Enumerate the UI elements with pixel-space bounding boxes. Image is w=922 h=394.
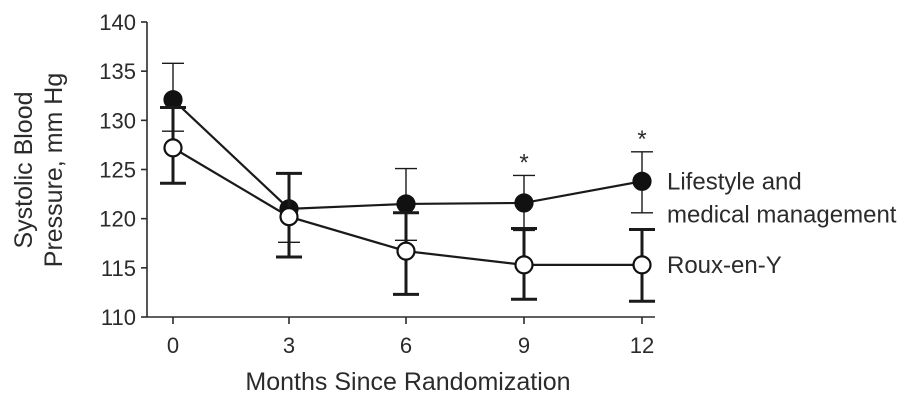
data-point (514, 255, 534, 275)
data-point (514, 193, 534, 213)
data-point (396, 194, 416, 214)
legend-label-lifestyle: medical management (667, 201, 897, 228)
y-tick-label: 130 (99, 108, 136, 133)
legend-label-roux-en-y: Roux-en-Y (667, 252, 782, 279)
data-point (632, 171, 652, 191)
x-tick-label: 3 (283, 333, 295, 358)
series-roux-en-y (160, 106, 655, 303)
x-axis-title: Months Since Randomization (245, 368, 570, 394)
data-point (396, 241, 416, 261)
legend: Lifestyle and medical management Roux-en-Y (667, 168, 897, 279)
significance-asterisk: * (519, 149, 528, 176)
legend-label-lifestyle: Lifestyle and (667, 168, 802, 195)
y-axis-title: Systolic Blood Pressure, mm Hg (10, 73, 68, 267)
y-axis-ticks: 110 115 120 125 130 135 140 (99, 10, 147, 330)
data-point (632, 255, 652, 275)
y-tick-label: 140 (99, 10, 136, 35)
axes (146, 22, 655, 318)
series-line (172, 98, 643, 210)
series-layer (160, 62, 655, 303)
y-tick-label: 125 (99, 158, 136, 183)
y-tick-label: 135 (99, 59, 136, 84)
x-tick-label: 9 (518, 333, 530, 358)
data-point (279, 207, 299, 227)
x-tick-label: 0 (167, 333, 179, 358)
significance-markers: ** (519, 126, 646, 177)
y-axis-title-line: Systolic Blood (10, 91, 38, 248)
data-point (163, 138, 183, 158)
y-axis-title-line: Pressure, mm Hg (40, 73, 68, 267)
y-tick-label: 115 (101, 256, 136, 281)
y-tick-label: 110 (101, 305, 136, 330)
x-axis-ticks: 0 3 6 9 12 (167, 317, 654, 358)
significance-asterisk: * (637, 126, 646, 153)
y-tick-label: 120 (99, 207, 136, 232)
data-point (163, 90, 183, 110)
x-tick-label: 12 (630, 333, 654, 358)
x-tick-label: 6 (400, 333, 412, 358)
